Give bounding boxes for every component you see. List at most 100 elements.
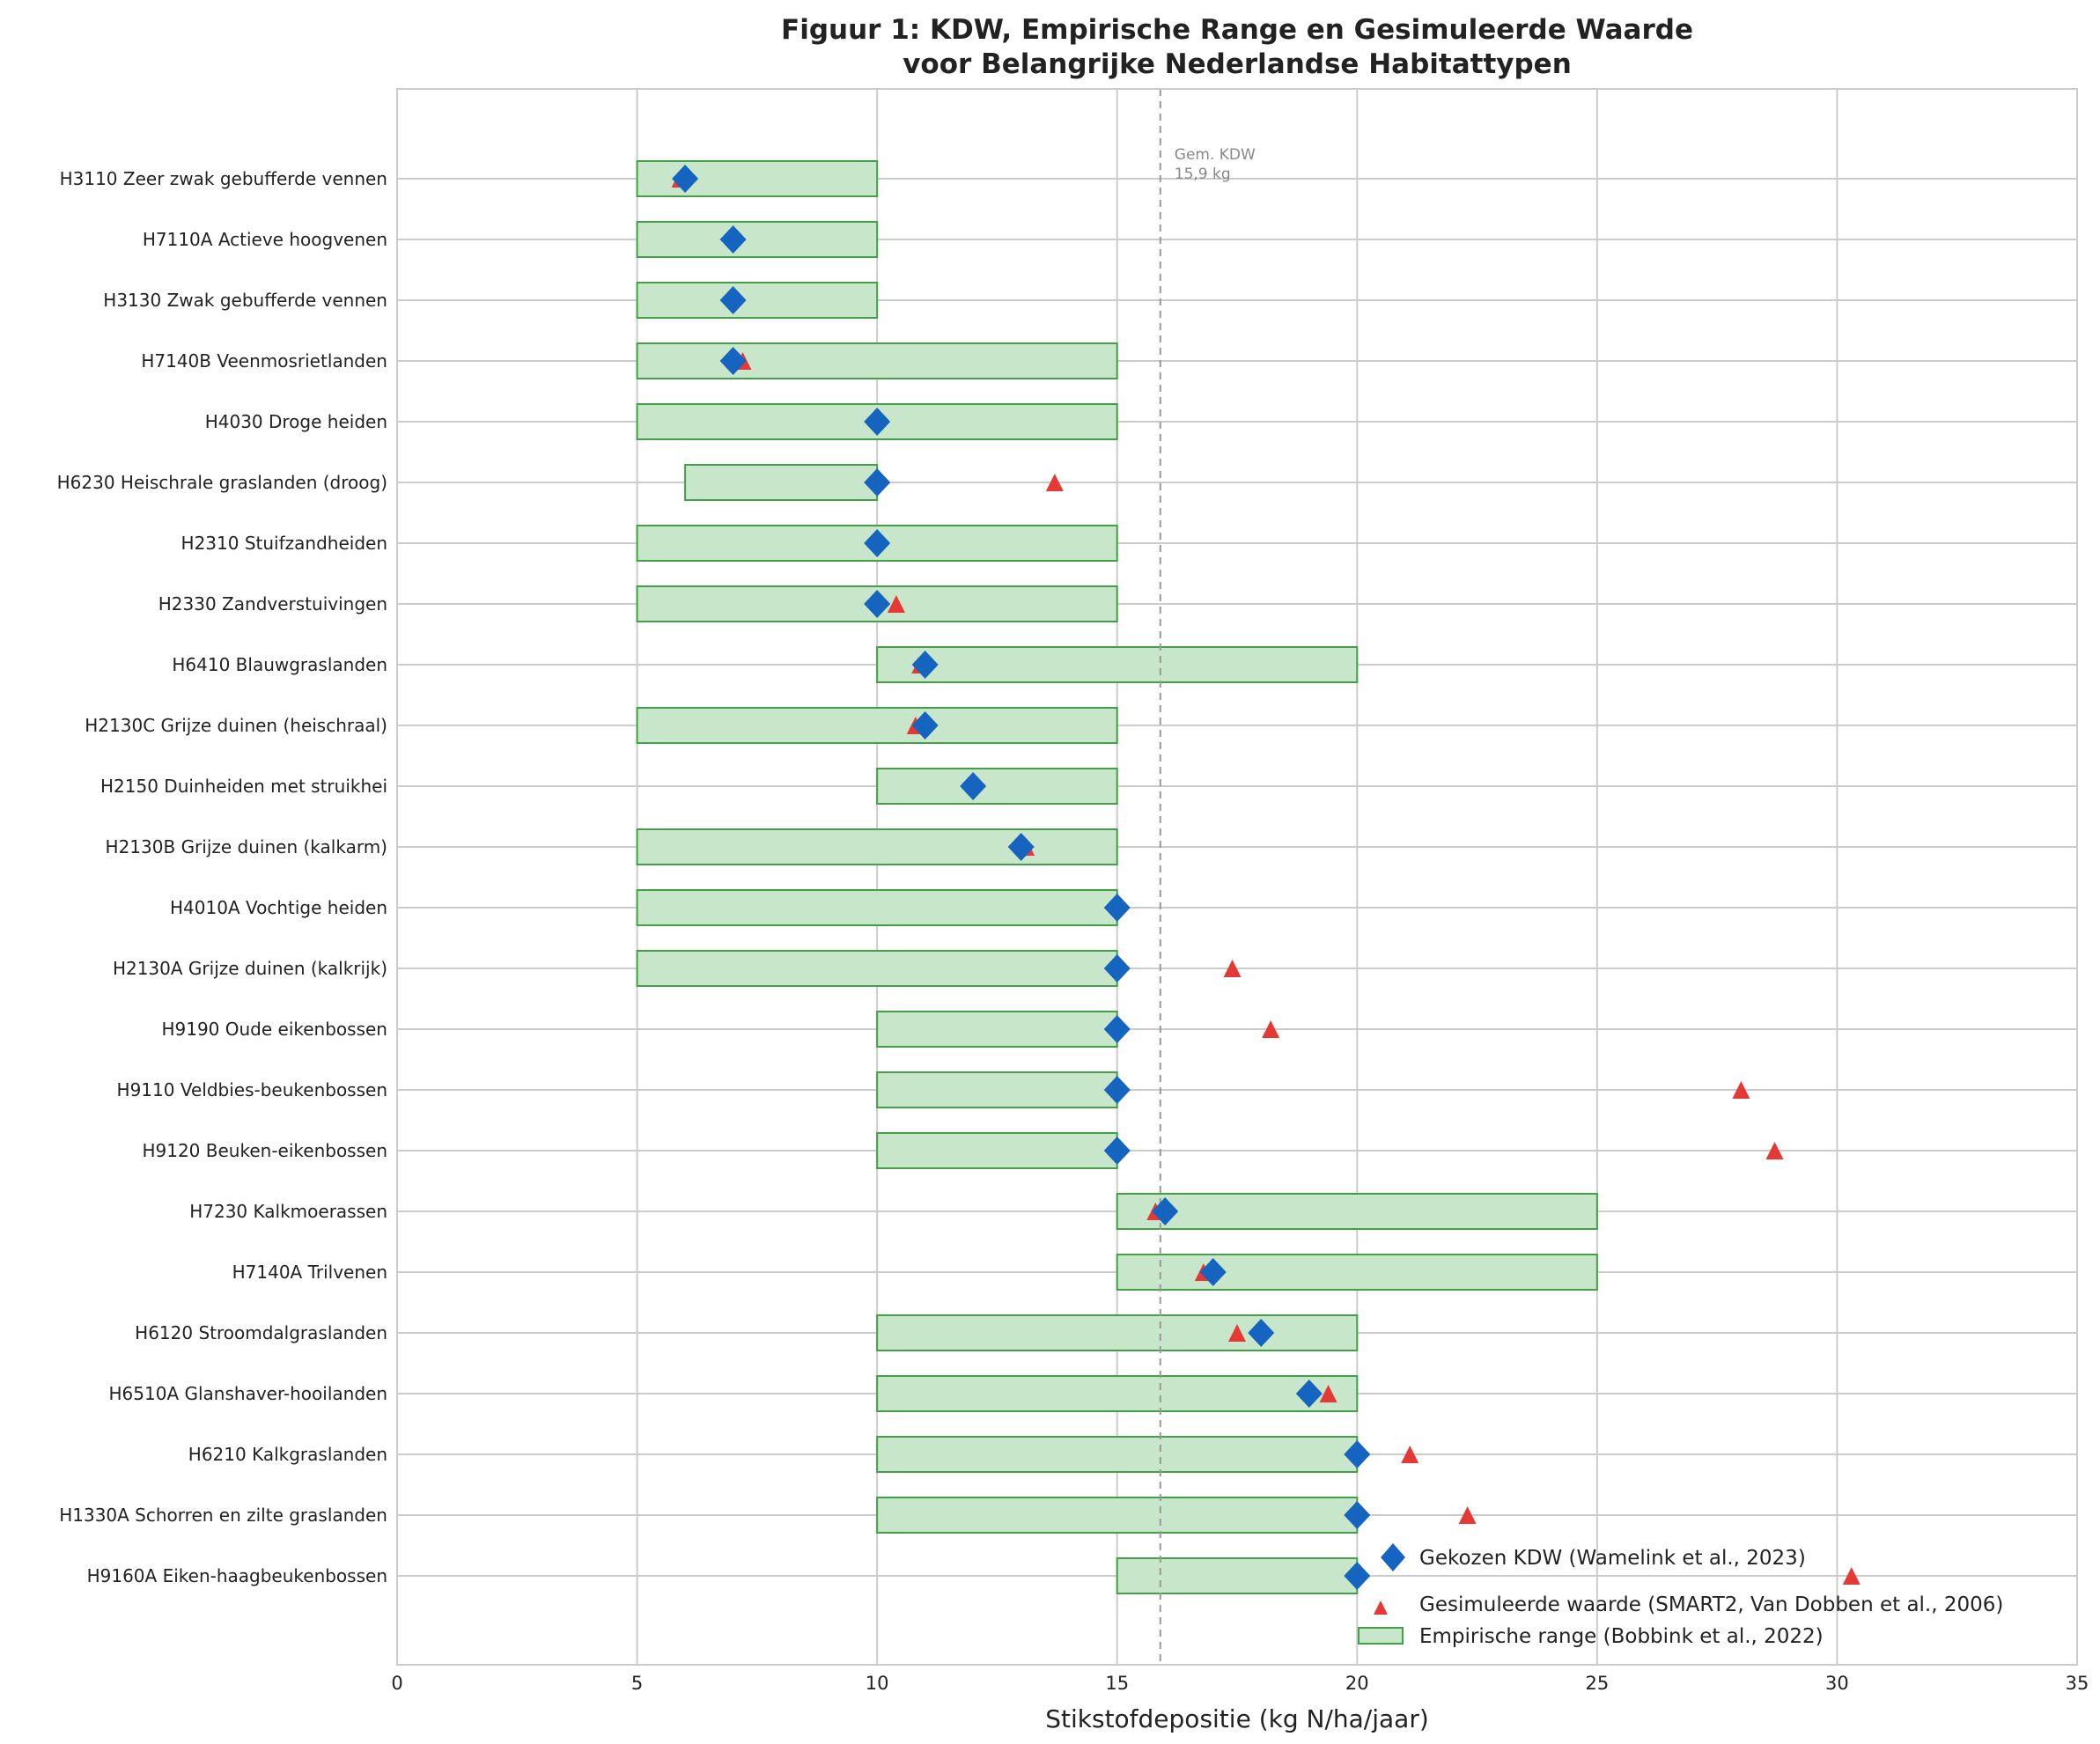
kdw-marker: [1248, 1319, 1275, 1347]
kdw-marker: [1344, 1440, 1371, 1468]
simulated-marker: [1262, 1020, 1280, 1038]
y-tick-label: H6120 Stroomdalgraslanden: [135, 1322, 387, 1343]
legend-range-label: Empirische range (Bobbink et al., 2022): [1419, 1625, 1824, 1648]
y-tick-label: H2310 Stuifzandheiden: [181, 533, 387, 554]
kdw-marker: [1103, 1137, 1131, 1165]
legend: Gekozen KDW (Wamelink et al., 2023) Gesi…: [1358, 1543, 2003, 1648]
x-tick-label: 35: [2066, 1673, 2089, 1694]
simulated-marker: [1223, 960, 1242, 977]
y-tick-label: H1330A Schorren en zilte graslanden: [59, 1505, 387, 1526]
range-bar: [636, 221, 879, 258]
y-tick-labels: H3110 Zeer zwak gebufferde vennen H7110A …: [57, 168, 387, 1586]
y-tick-label: H2330 Zandverstuivingen: [158, 593, 387, 614]
range-bar: [876, 1071, 1118, 1108]
y-tick-label: H9190 Oude eikenbossen: [161, 1019, 387, 1040]
chart-title-line2: voor Belangrijke Nederlandse Habitattype…: [903, 48, 1572, 80]
y-tick-label: H2130A Grijze duinen (kalkrijk): [113, 958, 387, 979]
simulated-marker: [1228, 1324, 1246, 1342]
y-tick-label: H6210 Kalkgraslanden: [188, 1444, 387, 1465]
y-tick-label: H2150 Duinheiden met struikhei: [100, 776, 387, 797]
x-tick-labels: 0 5 10 15 20 25 30 35: [391, 1673, 2089, 1694]
range-bar: [636, 950, 1118, 987]
legend-simulated-label: Gesimuleerde waarde (SMART2, Van Dobben …: [1419, 1593, 2003, 1616]
legend-kdw-marker: [1381, 1543, 1405, 1571]
kdw-marker: [1344, 1501, 1371, 1529]
y-tick-label: H7140B Veenmosrietlanden: [141, 350, 387, 372]
simulated-marker: [887, 595, 905, 613]
simulated-marker: [1458, 1506, 1477, 1524]
simulated-markers: [671, 170, 1861, 1585]
y-tick-label: H3130 Zwak gebufferde vennen: [103, 290, 387, 311]
kdw-marker: [672, 165, 699, 193]
kdw-markers: [672, 165, 1371, 1590]
kdw-marker: [1103, 1015, 1131, 1043]
legend-range-swatch: [1358, 1627, 1404, 1645]
kdw-marker: [911, 651, 939, 679]
x-tick-label: 10: [866, 1673, 889, 1694]
kdw-marker: [1103, 954, 1131, 982]
kdw-marker: [1344, 1562, 1371, 1590]
range-bar: [684, 464, 879, 501]
range-bar: [636, 342, 1118, 379]
range-bar: [636, 889, 1118, 926]
legend-kdw-label: Gekozen KDW (Wamelink et al., 2023): [1419, 1547, 1806, 1570]
kdw-marker: [719, 286, 747, 314]
simulated-marker: [1319, 1385, 1337, 1402]
grid: [396, 89, 2078, 1665]
kdw-marker: [1103, 1076, 1131, 1104]
y-tick-label: H7230 Kalkmoerassen: [189, 1201, 387, 1222]
kdw-marker: [864, 529, 891, 557]
y-tick-label: H9160A Eiken-haagbeukenbossen: [87, 1565, 387, 1586]
range-bar: [876, 768, 1118, 805]
reference-label-line1: Gem. KDW: [1175, 146, 1256, 164]
x-tick-label: 15: [1105, 1673, 1129, 1694]
x-axis-label: Stikstofdepositie (kg N/ha/jaar): [1045, 1704, 1429, 1733]
y-tick-label: H6230 Heischrale graslanden (droog): [57, 472, 387, 493]
kdw-marker: [864, 590, 891, 618]
x-tick-label: 5: [631, 1673, 643, 1694]
kdw-marker: [911, 711, 939, 740]
range-bar: [876, 1132, 1118, 1169]
kdw-marker: [1007, 833, 1035, 861]
kdw-marker: [1103, 894, 1131, 922]
y-tick-label: H4010A Vochtige heiden: [170, 897, 387, 918]
kdw-marker: [1199, 1258, 1227, 1286]
kdw-marker: [1295, 1380, 1323, 1408]
simulated-marker: [1732, 1081, 1750, 1099]
kdw-marker: [960, 772, 987, 800]
x-tick-label: 30: [1825, 1673, 1849, 1694]
kdw-marker: [719, 347, 747, 375]
y-tick-label: H7140A Trilvenen: [232, 1262, 387, 1283]
range-bar: [876, 1436, 1359, 1473]
y-tick-label: H9120 Beuken-eikenbossen: [142, 1140, 387, 1161]
legend-simulated-marker: [1374, 1601, 1388, 1615]
y-tick-label: H7110A Actieve hoogvenen: [143, 229, 387, 250]
range-bar: [876, 1497, 1359, 1534]
range-bar: [636, 282, 879, 319]
range-bar: [1116, 1557, 1359, 1594]
reference-label-line2: 15,9 kg: [1175, 166, 1231, 183]
range-bar: [876, 1011, 1118, 1048]
y-tick-label: H6510A Glanshaver-hooilanden: [109, 1383, 387, 1404]
x-tick-label: 25: [1585, 1673, 1609, 1694]
kdw-marker: [719, 225, 747, 254]
chart-title-line1: Figuur 1: KDW, Empirische Range en Gesim…: [781, 14, 1693, 46]
simulated-marker: [1045, 474, 1064, 491]
y-tick-label: H6410 Blauwgraslanden: [172, 654, 387, 675]
y-tick-label: H3110 Zeer zwak gebufferde vennen: [60, 168, 387, 189]
y-tick-label: H4030 Droge heiden: [205, 411, 387, 432]
kdw-marker: [864, 408, 891, 436]
y-tick-label: H9110 Veldbies-beukenbossen: [117, 1079, 387, 1100]
range-bar: [876, 646, 1359, 683]
range-bar: [876, 1375, 1359, 1412]
y-tick-label: H2130B Grijze duinen (kalkarm): [106, 836, 387, 857]
kdw-marker: [1152, 1197, 1179, 1225]
kdw-marker: [864, 468, 891, 497]
simulated-marker: [1842, 1567, 1861, 1585]
range-bar: [876, 1314, 1359, 1351]
simulated-marker: [1765, 1142, 1784, 1159]
x-tick-label: 20: [1345, 1673, 1369, 1694]
y-tick-label: H2130C Grijze duinen (heischraal): [85, 715, 387, 736]
range-bar: [1116, 1254, 1598, 1291]
